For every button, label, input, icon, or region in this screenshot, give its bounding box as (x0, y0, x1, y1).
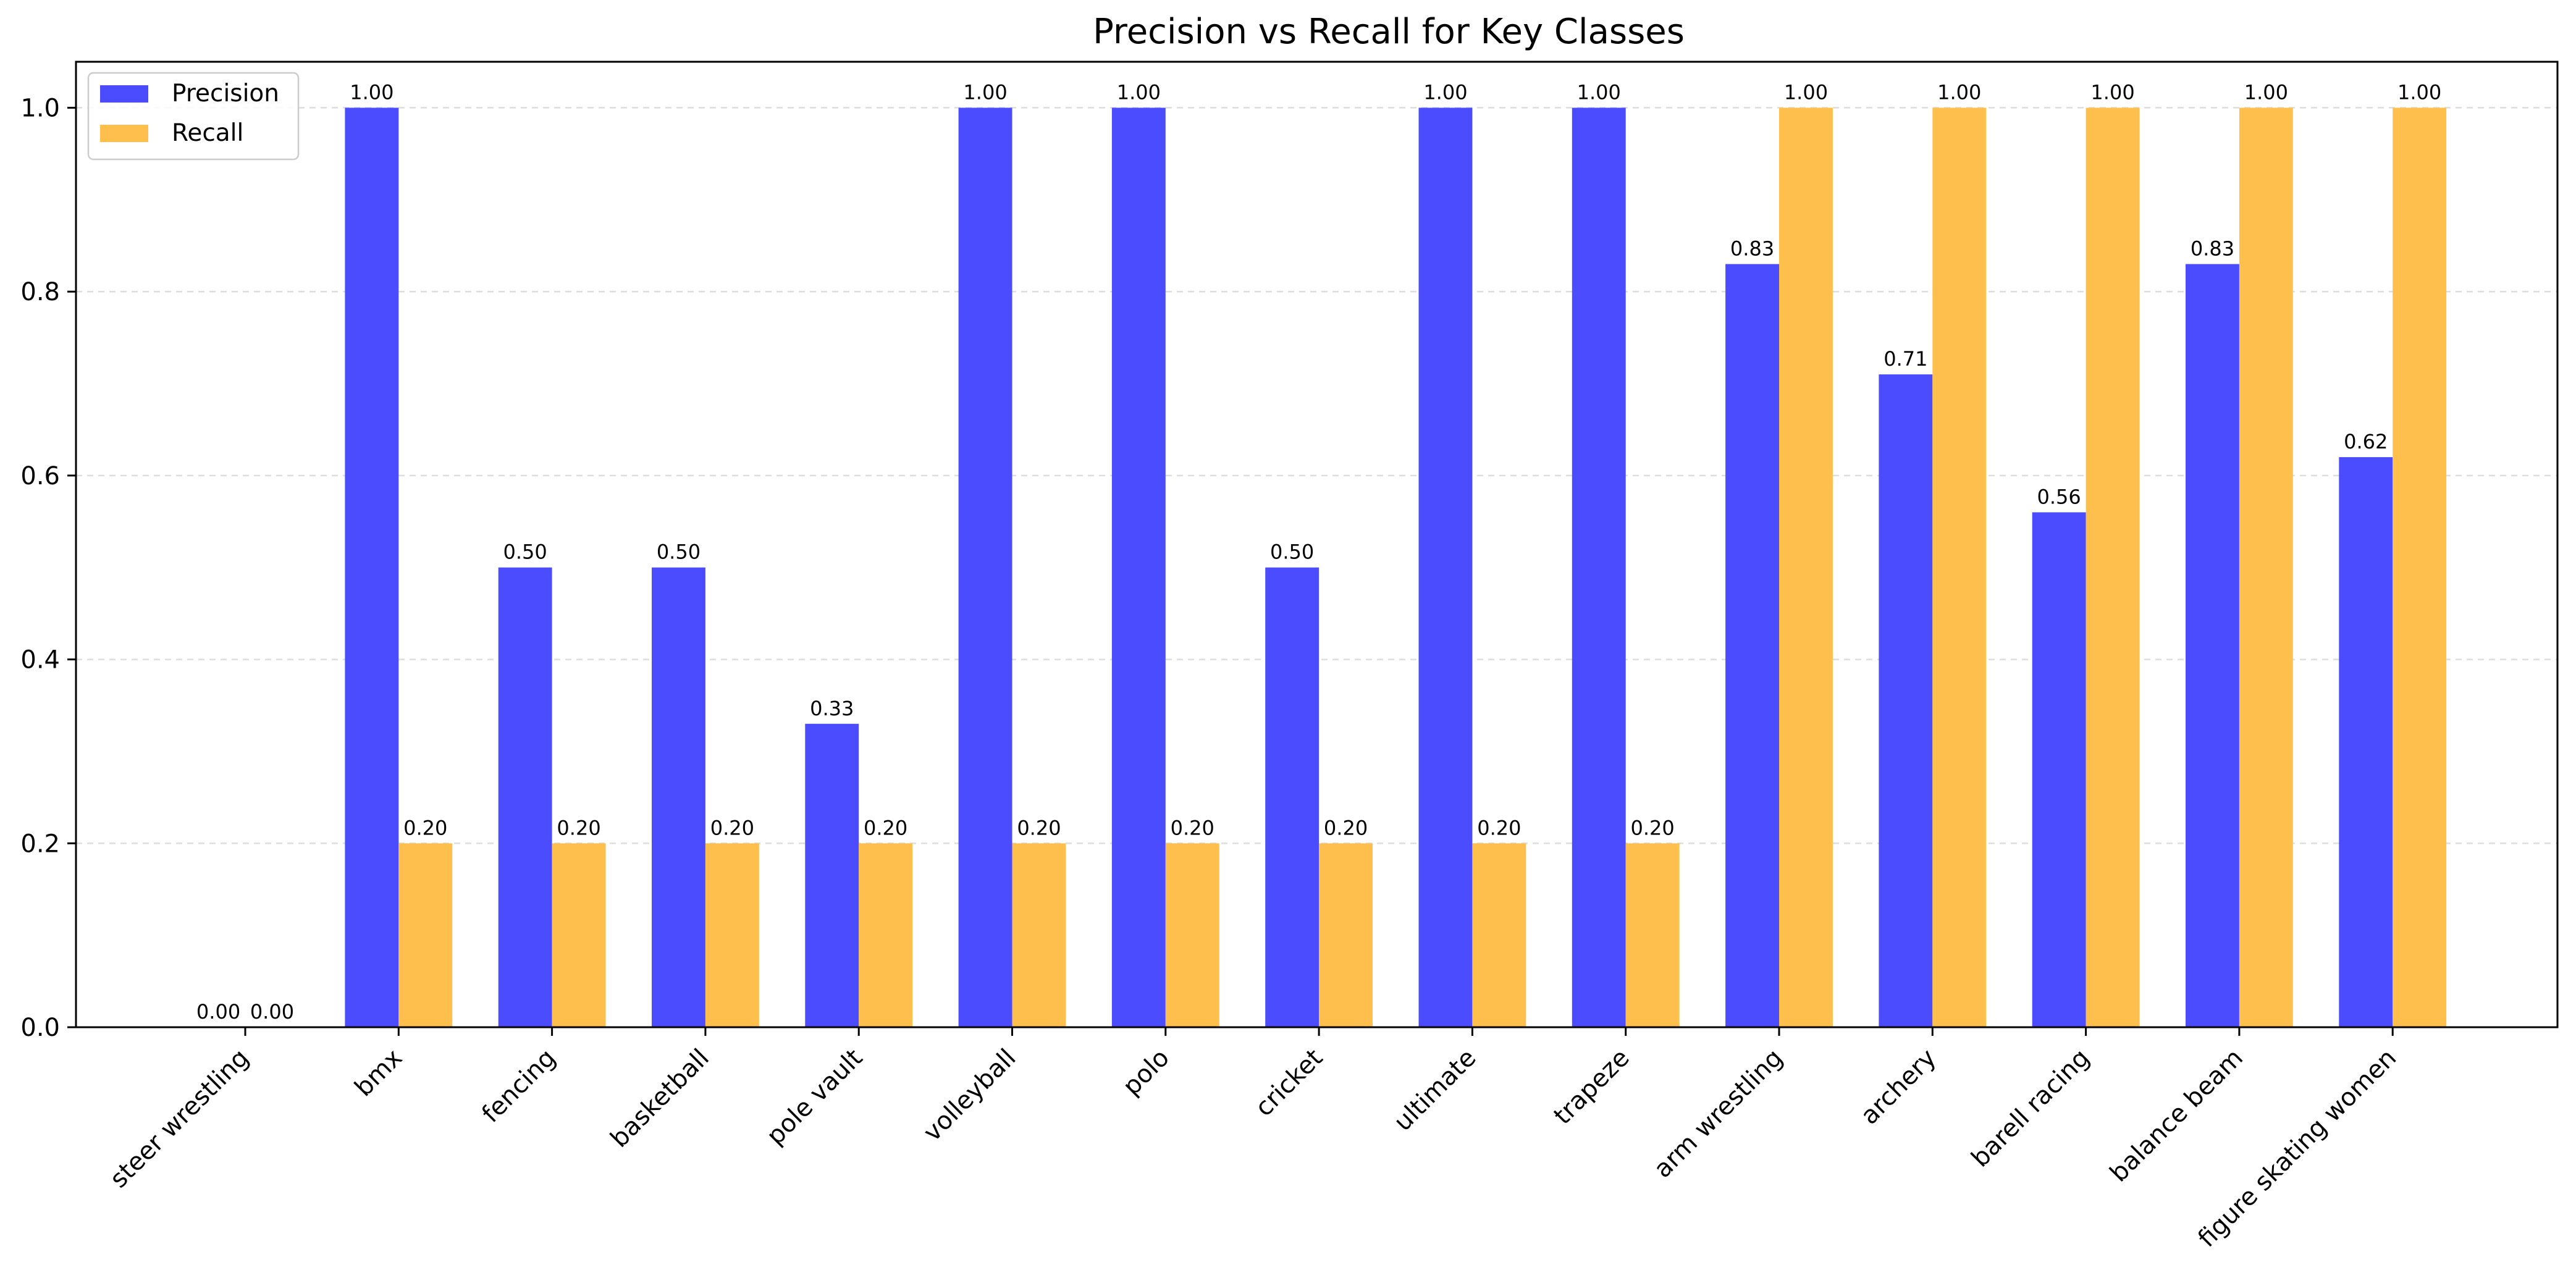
value-label-precision-figure-skating-women: 0.62 (2344, 430, 2388, 453)
value-label-precision-fencing: 0.50 (503, 540, 547, 564)
value-label-recall-bmx: 0.20 (403, 816, 447, 839)
bar-recall-ultimate (1472, 843, 1526, 1027)
bar-precision-figure-skating-women (2339, 457, 2393, 1027)
value-label-precision-arm-wrestling: 0.83 (1730, 237, 1774, 260)
bar-recall-fencing (552, 843, 606, 1027)
value-label-recall-barell-racing: 1.00 (2090, 80, 2134, 104)
bar-precision-pole-vault (805, 723, 859, 1027)
bar-recall-trapeze (1625, 843, 1680, 1027)
legend-label-precision: Precision (172, 80, 279, 107)
bar-labels: 0.00 1.00 0.50 0.50 0.33 1.00 1.00 0.50 1.00 1.00… (196, 80, 2441, 1024)
value-label-precision-trapeze: 1.00 (1577, 80, 1621, 104)
bar-precision-trapeze (1572, 107, 1626, 1027)
bar-recall-arm-wrestling (1779, 107, 1833, 1027)
legend-swatch-recall (100, 125, 148, 142)
grid (76, 107, 2557, 844)
bar-recall-volleyball (1012, 843, 1066, 1027)
bar-precision-ultimate (1418, 107, 1473, 1027)
value-label-precision-barell-racing: 0.56 (2037, 485, 2081, 508)
value-label-recall-arm-wrestling: 1.00 (1784, 80, 1828, 104)
bar-recall-barell-racing (2086, 107, 2140, 1027)
bar-recall-balance-beam (2239, 107, 2293, 1027)
bar-precision-barell-racing (2032, 512, 2086, 1027)
bar-precision-cricket (1265, 567, 1320, 1027)
value-label-precision-polo: 1.00 (1117, 80, 1161, 104)
value-label-recall-polo: 0.20 (1171, 816, 1214, 839)
value-label-recall-pole-vault: 0.20 (864, 816, 907, 839)
y-tick-label: 0.6 (20, 462, 60, 490)
value-label-recall-figure-skating-women: 1.00 (2397, 80, 2441, 104)
bar-precision-bmx (345, 107, 399, 1027)
bar-precision-volleyball (958, 107, 1012, 1027)
legend-label-recall: Recall (172, 119, 243, 147)
value-label-recall-basketball: 0.20 (710, 816, 754, 839)
bar-recall-figure-skating-women (2393, 107, 2447, 1027)
value-label-precision-ultimate: 1.00 (1423, 80, 1467, 104)
value-label-recall-balance-beam: 1.00 (2244, 80, 2288, 104)
value-label-recall-ultimate: 0.20 (1477, 816, 1521, 839)
bar-recall-bmx (398, 843, 453, 1027)
value-label-recall-fencing: 0.20 (557, 816, 600, 839)
value-label-precision-steer-wrestling: 0.00 (196, 1000, 240, 1024)
value-label-precision-cricket: 0.50 (1270, 540, 1314, 564)
bar-recall-cricket (1319, 843, 1373, 1027)
y-tick-label: 1.0 (20, 94, 60, 122)
bar-recall-basketball (705, 843, 759, 1027)
bar-precision-basketball (652, 567, 705, 1027)
plot-frame (75, 61, 2559, 1028)
bar-recall-polo (1165, 843, 1219, 1027)
legend-swatch-precision (100, 85, 148, 103)
value-label-recall-cricket: 0.20 (1324, 816, 1368, 839)
value-label-recall-archery: 1.00 (1937, 80, 1981, 104)
bar-precision-fencing (498, 567, 552, 1027)
bar-recall-archery (1932, 107, 1987, 1027)
value-label-precision-pole-vault: 0.33 (810, 697, 854, 720)
y-axis: 0.0 0.2 0.4 0.6 0.8 1.0 (20, 94, 76, 1042)
value-label-precision-archery: 0.71 (1884, 347, 1927, 371)
value-label-recall-volleyball: 0.20 (1017, 816, 1061, 839)
value-label-precision-balance-beam: 0.83 (2191, 237, 2234, 260)
y-tick-label: 0.4 (20, 646, 60, 675)
chart-title: Precision vs Recall for Key Classes (1093, 12, 1685, 52)
bar-precision-polo (1111, 107, 1166, 1027)
value-label-recall-trapeze: 0.20 (1631, 816, 1675, 839)
y-tick-label: 0.0 (20, 1014, 60, 1042)
value-label-recall-steer-wrestling: 0.00 (250, 1000, 294, 1024)
bar-recall-pole-vault (859, 843, 913, 1027)
value-label-precision-basketball: 0.50 (657, 540, 701, 564)
bar-precision-archery (1879, 374, 1933, 1027)
value-label-precision-volleyball: 1.00 (963, 80, 1007, 104)
bar-precision-balance-beam (2186, 264, 2239, 1027)
y-tick-label: 0.2 (20, 830, 60, 858)
y-tick-label: 0.8 (20, 278, 60, 306)
legend: Precision Recall (87, 72, 300, 161)
bar-precision-arm-wrestling (1725, 264, 1779, 1027)
bars (345, 107, 2447, 1027)
value-label-precision-bmx: 1.00 (350, 80, 394, 104)
